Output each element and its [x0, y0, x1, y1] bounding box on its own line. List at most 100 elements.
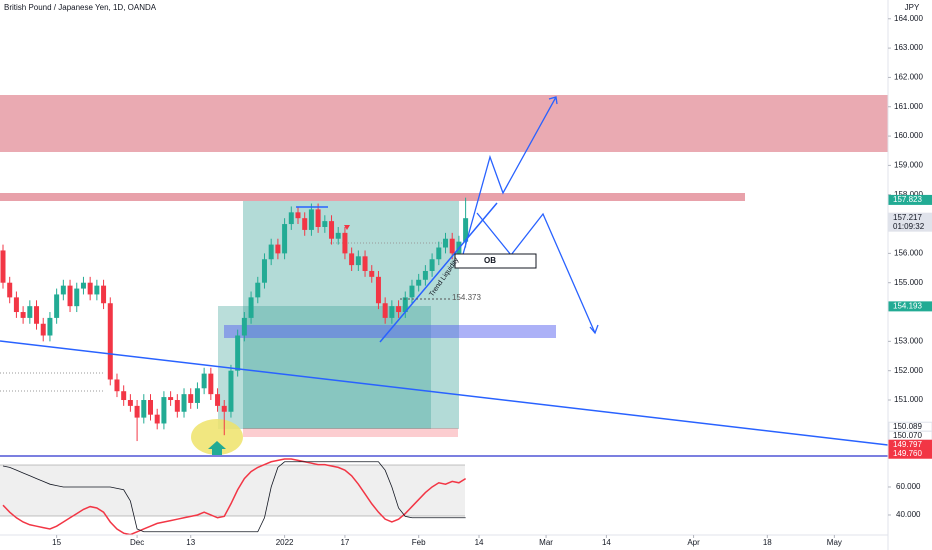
x-tick-label: Dec: [130, 538, 144, 547]
position-box: [218, 306, 431, 429]
ob-box: [454, 253, 537, 269]
candle-body: [40, 323, 46, 336]
candle-body: [148, 400, 153, 415]
candle-body: [194, 388, 200, 403]
up-arrow-icon: [208, 441, 226, 455]
candle-body: [295, 212, 301, 219]
candle-body: [349, 253, 355, 266]
x-tick-label: 15: [52, 538, 61, 547]
candle-body: [235, 335, 241, 371]
candle-body: [74, 288, 80, 307]
candle-body: [20, 312, 26, 318]
candle-body: [362, 256, 368, 271]
candle-body: [308, 209, 314, 230]
candle-body: [13, 297, 19, 313]
candle-body: [161, 397, 167, 424]
price-badge: [888, 194, 932, 205]
candle-body: [34, 306, 40, 324]
y-tick-label: 159.000: [894, 161, 923, 170]
arrow-head: [589, 324, 599, 335]
candle-body: [215, 394, 221, 406]
candle-body: [154, 414, 160, 424]
candle-body: [228, 370, 234, 412]
candle-body: [429, 259, 435, 271]
price-badge-label: 157.217: [893, 213, 922, 222]
indicator-line: [2, 458, 467, 536]
chart-title: British Pound / Japanese Yen, 1D, OANDA: [4, 3, 157, 12]
arrow-head: [548, 96, 558, 105]
price-badge-label: 150.070: [893, 431, 922, 440]
indicator-line: [2, 461, 466, 533]
candle-body: [449, 238, 455, 254]
trend-line: [0, 340, 889, 446]
stop-zone: [243, 428, 458, 437]
candle-body: [322, 221, 328, 227]
candle-body: [121, 391, 127, 401]
x-tick-label: 14: [602, 538, 611, 547]
level-label: 154.373: [452, 293, 481, 302]
candle-body: [255, 282, 261, 298]
candle-body: [241, 317, 247, 336]
candle-body: [342, 232, 348, 254]
candle-body: [463, 218, 469, 242]
candle-body: [335, 232, 341, 239]
candle-body: [396, 306, 402, 313]
candle-body: [248, 297, 254, 318]
candle-body: [27, 306, 33, 318]
candle-body: [181, 394, 187, 412]
price-badge: [888, 212, 932, 232]
x-tick-label: 2022: [276, 538, 294, 547]
y-tick-label: 156.000: [894, 248, 923, 257]
candle-body: [275, 244, 281, 254]
candle-body: [436, 247, 442, 260]
candle-body: [87, 282, 93, 295]
candle-body: [127, 400, 133, 406]
x-tick-label: 18: [763, 538, 772, 547]
candle-body: [134, 405, 140, 418]
candle-body: [221, 405, 227, 412]
price-badge-label: 149.760: [893, 449, 922, 458]
demand-zone: [224, 325, 556, 338]
candle-body: [268, 244, 274, 260]
ob-label: OB: [484, 256, 496, 265]
candle-body: [94, 285, 100, 295]
candle-body: [67, 285, 73, 307]
candle-body: [101, 285, 107, 304]
candle-body: [302, 218, 308, 230]
candle-body: [402, 297, 408, 313]
candle-body: [201, 373, 207, 389]
candle-body: [375, 276, 381, 304]
price-axis: [888, 0, 932, 550]
candle-body: [54, 294, 60, 318]
candle-body: [174, 400, 180, 412]
highlight: [191, 419, 243, 455]
x-tick-label: 13: [186, 538, 195, 547]
bull-path: [461, 96, 557, 259]
candle-body: [47, 317, 53, 336]
y-tick-label: 158.000: [894, 190, 923, 199]
candle-body: [107, 303, 113, 380]
bear-path: [476, 212, 596, 334]
price-badge: [888, 448, 932, 459]
candle-body: [355, 256, 361, 266]
candle-body: [188, 394, 194, 403]
y-tick-label: 152.000: [894, 366, 923, 375]
candle-body: [443, 238, 448, 248]
x-tick-label: Feb: [412, 538, 426, 547]
price-badge-label: 157.823: [893, 195, 922, 204]
candle-body: [422, 270, 428, 280]
resistance-zone: [0, 193, 745, 201]
price-badge-label: 150.089: [893, 422, 922, 431]
candle-body: [168, 397, 174, 401]
candle-body: [329, 221, 335, 239]
candle-body: [315, 209, 321, 227]
candles: [0, 197, 469, 442]
liquidity-line: [379, 202, 498, 343]
supply-zone: [0, 95, 888, 152]
x-tick-label: May: [827, 538, 842, 547]
candle-body: [282, 224, 288, 254]
indicator-band: [0, 465, 465, 516]
y-tick-label: 40.000: [896, 510, 921, 519]
